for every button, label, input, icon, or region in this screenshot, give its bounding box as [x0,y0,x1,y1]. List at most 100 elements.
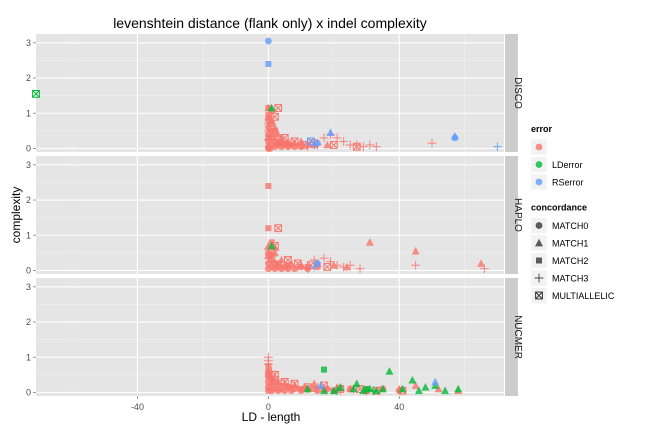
data-point [274,224,283,233]
legend-concordance: concordance MATCH0 MATCH1 MATCH2 MATCH3 MULTI… [530,203,615,304]
data-point [275,382,282,389]
legend-swatch [534,273,544,283]
facet-strip [505,278,518,396]
data-point [365,140,375,150]
y-tick-label: 0 [26,143,31,153]
data-point [265,60,272,67]
legend-swatch [536,257,542,264]
data-point [431,377,440,386]
x-axis-title: LD - length [242,410,301,424]
y-tick-label: 2 [26,317,31,327]
data-point [271,370,279,379]
data-point [265,371,272,378]
data-point [283,262,293,272]
x-axis: -40 0 40 [131,396,404,412]
data-point [368,386,378,396]
data-point [477,259,486,267]
data-point [454,384,463,393]
data-point [427,138,437,148]
legend-label: RSerror [552,178,584,188]
y-tick-label: 3 [26,160,31,170]
data-point [339,262,349,272]
data-point [336,382,345,391]
data-point [493,142,502,152]
legend-entry: MATCH2 [530,252,588,269]
data-point [363,385,370,392]
x-tick-label: -40 [131,402,144,412]
y-tick-label: 1 [26,352,31,362]
y-tick-label: 0 [26,387,31,397]
data-point [352,379,361,388]
facet-panels: 0 1 2 3 DISCO 0 1 2 3 HAPLO 0 1 2 3 NUCMER [26,34,523,397]
points-disco [32,37,502,152]
facet-strip-label: HAPLO [512,198,523,232]
legend-entry: LDerror [530,156,583,173]
facet-strip [505,34,518,152]
facet-strip-label: DISCO [512,77,523,109]
data-point [309,262,319,272]
data-point [270,257,280,267]
data-point [307,137,315,146]
facet-panel-disco: 0 1 2 3 DISCO [26,34,523,153]
legend-label: MULTIALLELIC [552,291,615,301]
data-point [323,140,332,149]
data-point [280,134,289,142]
data-point [332,133,342,143]
data-point [263,135,273,145]
data-point [268,378,275,385]
data-point [320,386,328,395]
legend-swatch [535,238,543,247]
data-point [441,386,450,395]
facet-strip-label: NUCMER [512,315,523,359]
legend-label: MATCH3 [552,274,588,284]
legend-label: LDerror [552,160,583,170]
legend-swatch [535,161,543,168]
data-point [411,246,420,255]
data-point [479,264,489,274]
data-point [319,133,329,143]
data-point [265,182,272,189]
data-point [275,260,282,267]
data-point [414,386,423,395]
data-point [365,238,374,246]
y-tick-label: 0 [26,265,31,275]
data-point [371,142,381,152]
points-nucmer [263,352,463,396]
data-point [421,382,430,391]
data-point [352,142,361,151]
data-point [263,356,273,366]
data-point [311,385,318,392]
data-point [263,119,273,129]
data-point [319,253,329,263]
legend-title: error [531,124,553,134]
facet-panel-nucmer: 0 1 2 3 NUCMER [26,278,523,397]
x-tick-label: 0 [266,402,271,412]
legend: error LDerror RSerror concordance MATCH0 MATC… [530,124,615,304]
data-point [408,375,417,384]
data-point [265,225,272,232]
data-point [310,379,319,388]
data-point [349,384,358,393]
data-point [297,137,306,145]
legend-label: MATCH2 [552,256,588,266]
legend-title: concordance [531,203,587,213]
data-point [270,248,279,257]
data-point [332,386,342,396]
data-point [290,137,299,146]
y-tick-label: 2 [26,73,31,83]
data-point [265,112,272,119]
points-haplo [263,182,489,274]
x-tick-label: 40 [394,402,404,412]
legend-swatch [535,178,543,186]
y-tick-label: 1 [26,108,31,118]
legend-entry: MULTIALLELIC [530,287,615,304]
data-point [411,381,420,389]
data-point [284,256,292,264]
legend-swatch [535,222,543,229]
data-point [329,141,338,149]
data-point [265,104,272,111]
y-tick-label: 3 [26,38,31,48]
data-point [411,260,421,270]
data-point [378,384,387,393]
